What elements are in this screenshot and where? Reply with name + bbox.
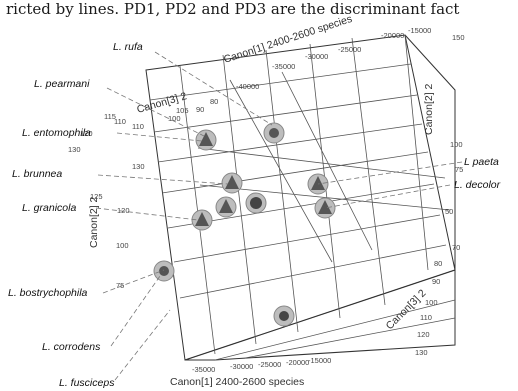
marker-l-corrodens	[273, 305, 295, 327]
tick-canon1-top-1: -20000	[381, 31, 404, 40]
tick-canon3-bottom-0: 80	[434, 259, 442, 268]
tick-canon3-bottom-1: 90	[432, 277, 440, 286]
marker-l-pearmani	[195, 129, 217, 151]
tick-canon3-bottom-2: 100	[425, 298, 438, 307]
marker-l-rufa	[263, 122, 285, 144]
cube-grid	[145, 34, 456, 361]
tick-canon2-left-5: 105	[176, 106, 189, 115]
right-face-frame	[404, 34, 456, 270]
tick-canon1-top-4: -35000	[272, 62, 295, 71]
label-l-decolor: L. decolor	[454, 179, 501, 191]
tick-canon2-right-4: 70	[452, 243, 460, 252]
tick-canon2-right-1: 100	[450, 140, 463, 149]
tick-canon3-top-3: 100	[168, 114, 181, 123]
tick-canon2-left-6: 100	[116, 241, 129, 250]
tick-canon2-left-7: 75	[116, 281, 124, 290]
data-markers	[153, 122, 336, 327]
axis-title-canon3-bottom: Canon[3] 2	[384, 287, 429, 332]
tick-canon2-left-2: 120	[80, 129, 93, 138]
inner-grid-lines	[149, 34, 456, 361]
tick-canon3-bottom-4: 120	[417, 330, 430, 339]
label-l-pearmani: L. pearmani	[34, 78, 90, 90]
tick-canon1-top-0: -15000	[408, 26, 431, 35]
tick-canon3-top-4: 90	[196, 105, 204, 114]
tick-canon1-bottom-4: -15000	[308, 356, 331, 365]
marker-l-granicola	[191, 209, 213, 231]
tick-canon3-top-0: 130	[132, 162, 145, 171]
label-l-rufa: L. rufa	[113, 41, 143, 53]
tick-canon3-bottom-3: 110	[420, 313, 432, 322]
marker-l-center	[245, 192, 267, 214]
tick-canon1-top-2: -25000	[338, 45, 361, 54]
tick-canon2-left-4: 110	[114, 117, 126, 126]
tick-canon1-bottom-0: -35000	[192, 365, 215, 374]
marker-l-bostrychophila	[153, 260, 175, 282]
tick-canon1-top-5: -40000	[236, 82, 259, 91]
tick-labels: -15000 -20000 -25000 -30000 -35000 -4000…	[68, 26, 465, 374]
tick-canon2-left-1: 125	[90, 192, 103, 201]
axis-title-canon2-left: Canon[2] 2	[88, 196, 100, 248]
tick-canon1-bottom-2: -25000	[258, 360, 281, 369]
tick-canon3-bottom-5: 130	[415, 348, 428, 357]
axis-title-canon1-top: Canon[1] 2400-2600 species	[222, 13, 353, 66]
marker-l-decolor	[314, 197, 336, 219]
tick-canon2-left-0: 130	[68, 145, 81, 154]
label-l-fusciceps: L. fusciceps	[59, 377, 115, 389]
label-l-paeta: L paeta	[464, 156, 499, 168]
tick-canon3-top-5: 80	[210, 97, 218, 106]
tick-canon2-right-2: 75	[455, 165, 463, 174]
label-l-granicola: L. granicola	[22, 202, 76, 214]
tick-canon2-right-0: 150	[452, 33, 465, 42]
caption-fragment: ricted by lines. PD1, PD2 and PD3 are th…	[6, 0, 459, 18]
tick-canon2-left-3: 115	[104, 112, 116, 121]
tick-canon1-bottom-1: -30000	[230, 362, 253, 371]
bottom-face-frame	[184, 269, 456, 361]
tick-canon1-bottom-3: -20000	[286, 358, 309, 367]
tick-canon1-top-3: -30000	[305, 52, 328, 61]
tick-canon2-right-3: 50	[445, 207, 453, 216]
label-l-bostrychophila: L. bostrychophila	[8, 287, 88, 299]
label-l-corrodens: L. corrodens	[42, 341, 101, 353]
leader-lines	[95, 51, 463, 381]
tick-canon3-top-1: 120	[117, 206, 130, 215]
tick-canon3-top-2: 110	[132, 122, 144, 131]
label-l-entomophila: L. entomophila	[22, 127, 91, 139]
axis-title-canon2-right: Canon[2] 2	[423, 83, 435, 135]
marker-l-brunnea	[215, 196, 237, 218]
label-l-brunnea: L. brunnea	[12, 168, 62, 180]
axis-title-canon1-bottom: Canon[1] 2400-2600 species	[170, 376, 304, 388]
species-labels: L. rufa L. pearmani L. entomophila L. br…	[8, 41, 501, 389]
marker-l-entomophila	[221, 172, 243, 194]
